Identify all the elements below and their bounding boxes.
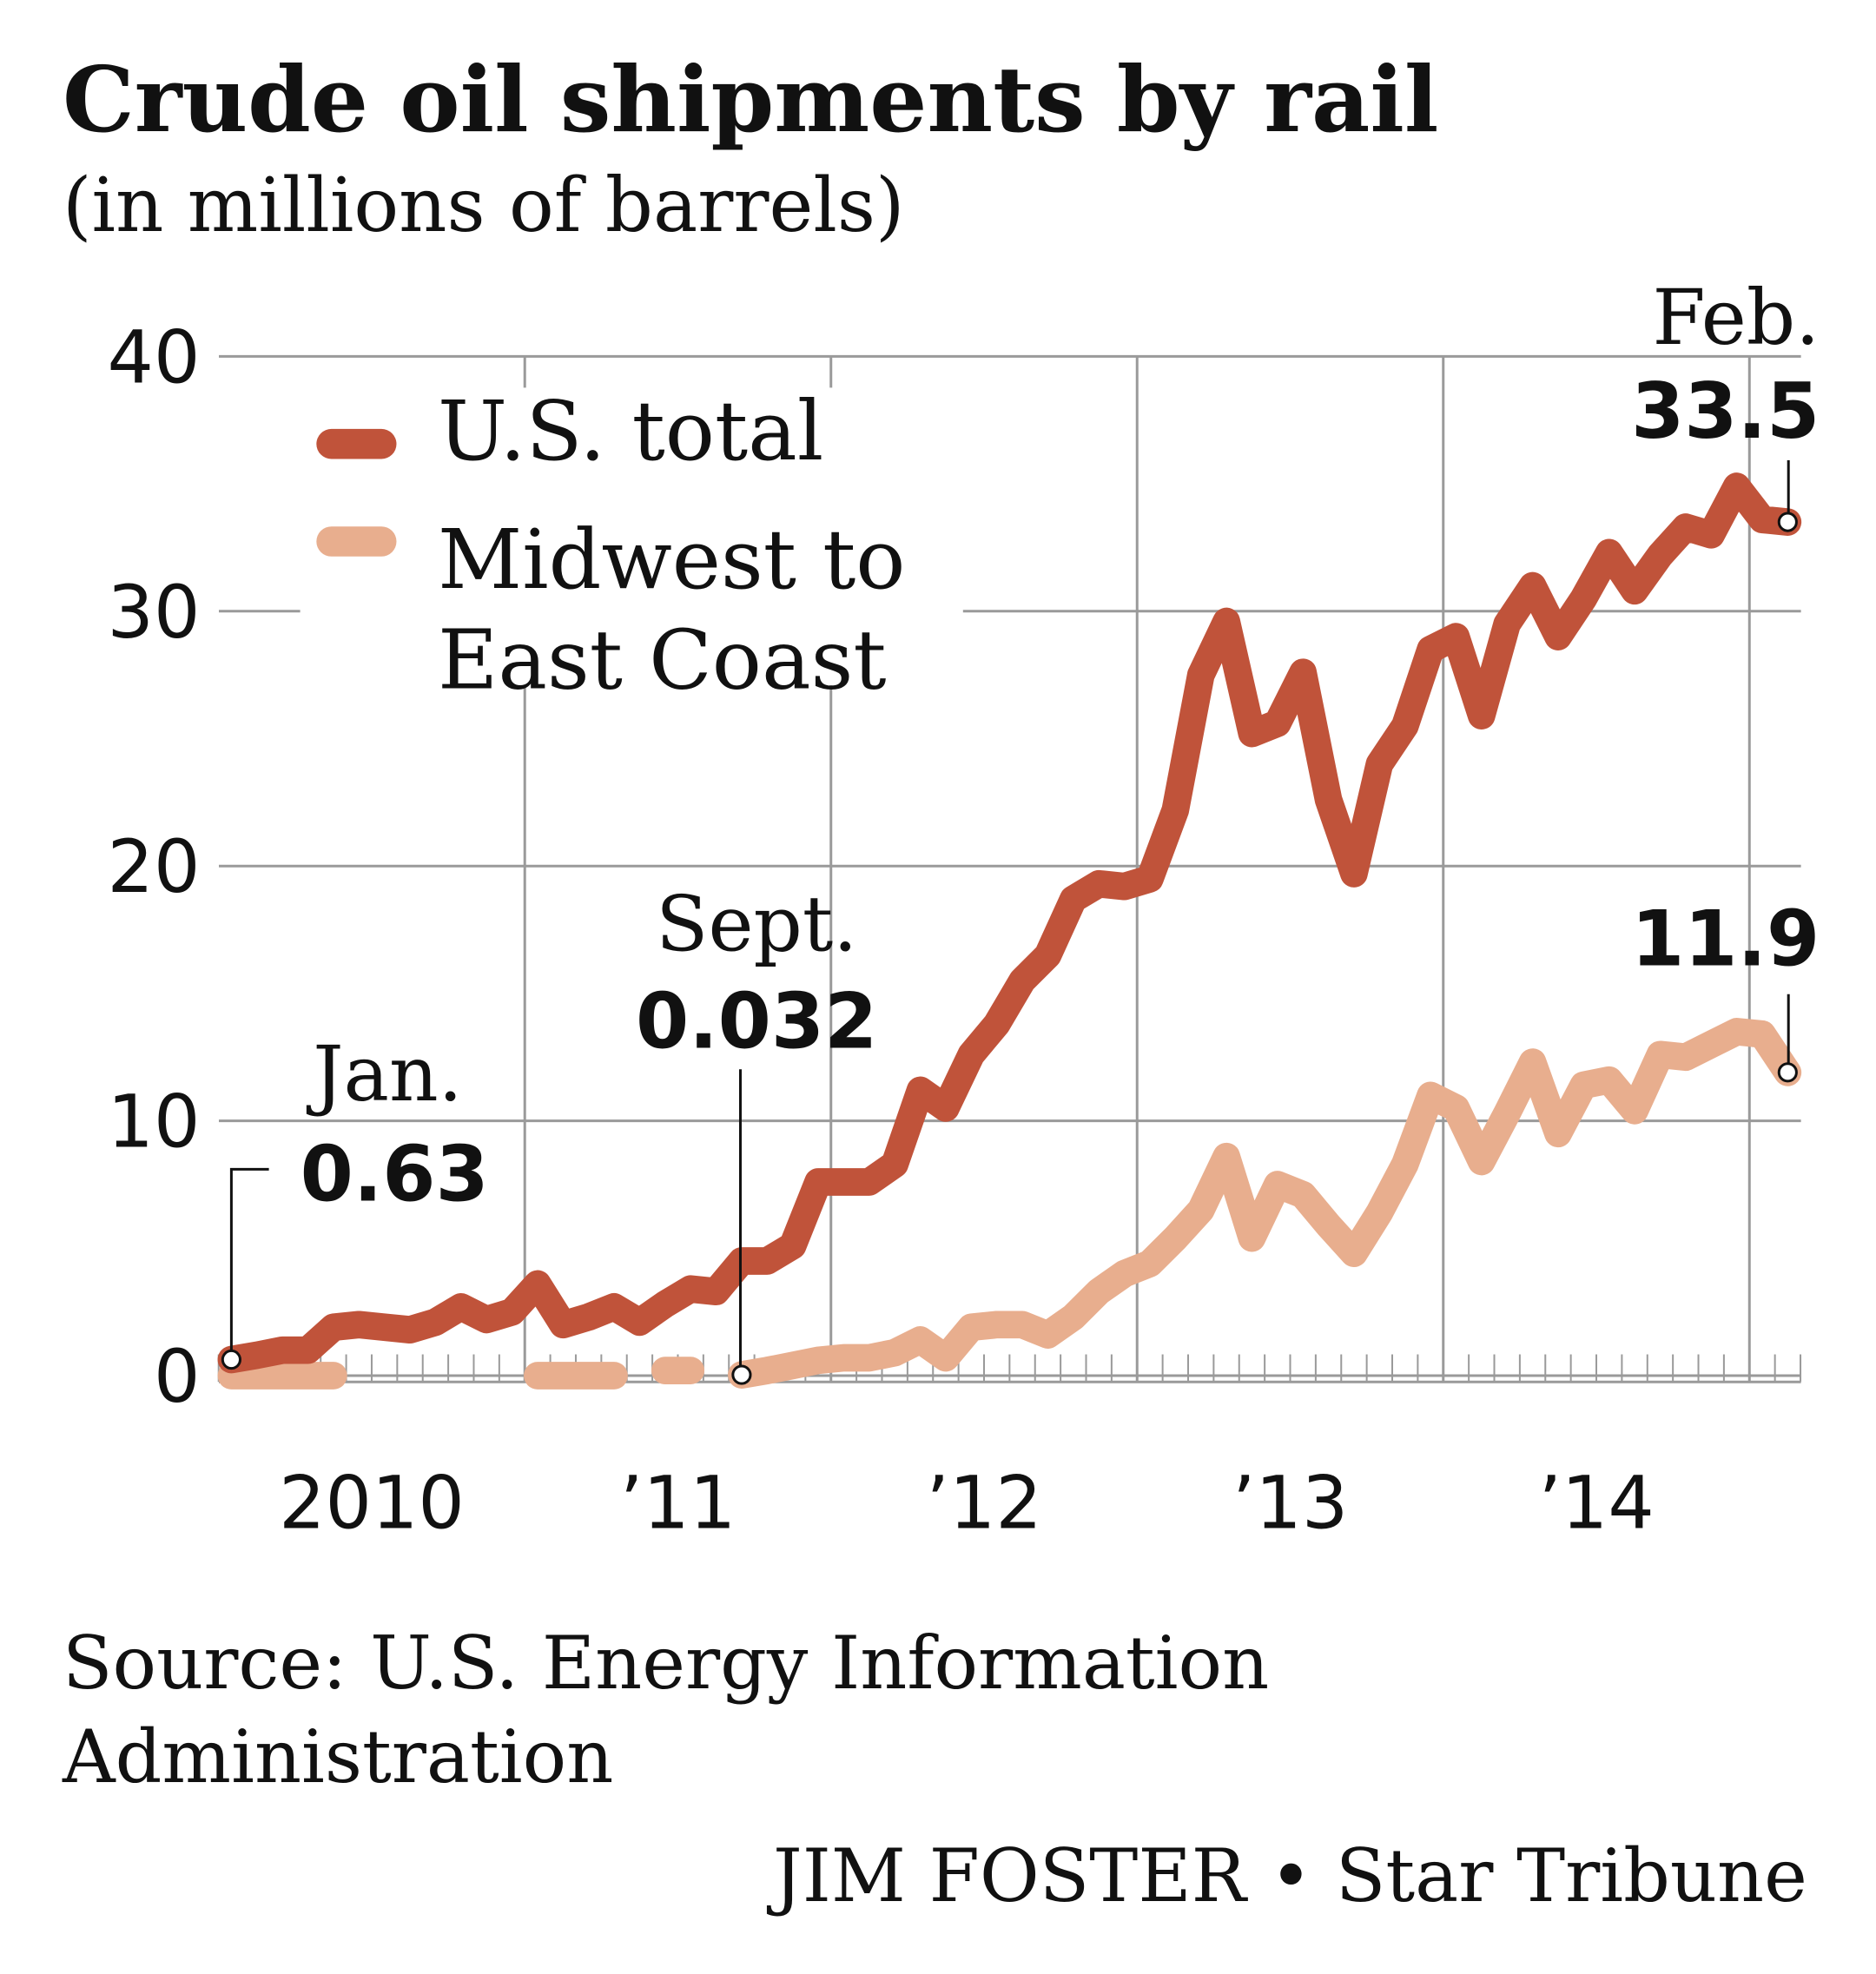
leader-line (229, 1167, 269, 1363)
annotation-label: Feb. (1653, 273, 1820, 362)
x-tick-label: ’14 (1538, 1461, 1655, 1546)
x-tick-label: ’13 (1232, 1461, 1349, 1546)
credit: JIM FOSTER • Star Tribune (766, 1833, 1807, 1918)
x-tick-label: 2010 (279, 1461, 465, 1546)
y-tick-label: 10 (108, 1079, 201, 1165)
source-note: Source: U.S. Energy Information Administr… (62, 1621, 1269, 1799)
series-line (217, 1018, 1802, 1390)
annotation-value: 11.9 (1631, 895, 1820, 984)
y-tick-label: 0 (154, 1334, 200, 1419)
annotation-value: 0.032 (636, 977, 877, 1066)
legend-label: Midwest to East Coast (438, 512, 906, 708)
y-tick-label: 30 (108, 570, 201, 655)
legend-label: U.S. total (438, 384, 823, 479)
series-line (217, 472, 1802, 1374)
y-tick-label: 40 (108, 314, 201, 399)
annotation-value: 33.5 (1631, 366, 1820, 456)
y-tick-label: 20 (108, 824, 201, 909)
point-marker (731, 1364, 752, 1385)
annotation-label: Jan. (306, 1029, 462, 1119)
x-tick-label: ’12 (926, 1461, 1042, 1546)
chart-title: Crude oil shipments by rail (63, 46, 1438, 153)
annotation-value: 0.63 (301, 1129, 489, 1218)
chart-subtitle: (in millions of barrels) (63, 162, 905, 249)
point-marker (221, 1349, 241, 1370)
legend-background (300, 387, 963, 686)
point-marker (1777, 512, 1798, 532)
point-marker (1777, 1062, 1798, 1083)
x-tick-label: ’11 (620, 1461, 737, 1546)
annotation-label: Sept. (656, 879, 857, 968)
